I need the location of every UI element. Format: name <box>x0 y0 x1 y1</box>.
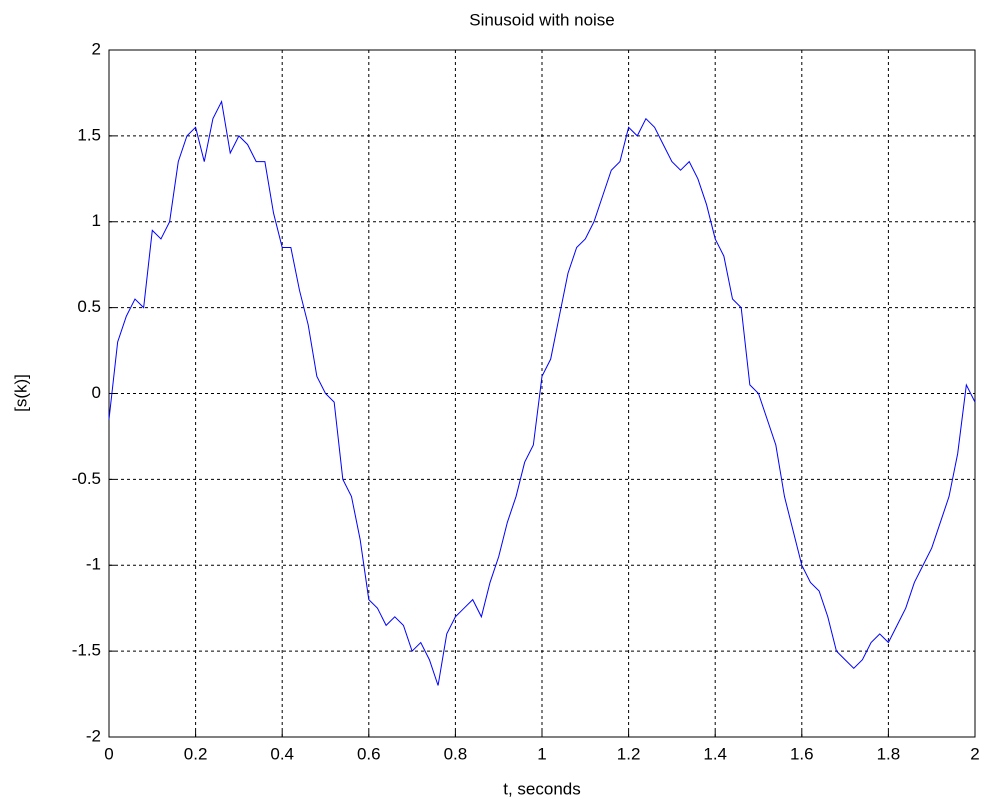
x-tick-label: 1 <box>537 744 546 763</box>
data-line <box>108 99 976 686</box>
x-axis-label: t, seconds <box>503 779 581 798</box>
x-tick-label: 1.2 <box>617 744 641 763</box>
y-axis-label: [s(k)] <box>11 374 30 412</box>
y-tick-label: 2 <box>92 39 101 58</box>
y-tick-label: -2 <box>86 726 101 745</box>
y-tick-label: 0.5 <box>77 297 101 316</box>
x-tick-label: 2 <box>970 744 979 763</box>
x-tick-label: 0 <box>104 744 113 763</box>
y-tick-label: 1.5 <box>77 125 101 144</box>
y-tick-label: 1 <box>92 211 101 230</box>
x-tick-label: 1.6 <box>790 744 814 763</box>
y-tick-label: -1 <box>86 555 101 574</box>
x-tick-label: 0.4 <box>270 744 294 763</box>
y-tick-label: -0.5 <box>72 469 101 488</box>
y-tick-label: 0 <box>92 383 101 402</box>
x-tick-label: 1.8 <box>877 744 901 763</box>
chart-title: Sinusoid with noise <box>469 10 615 29</box>
x-tick-label: 0.2 <box>184 744 208 763</box>
x-tick-label: 0.8 <box>444 744 468 763</box>
x-tick-label: 0.6 <box>357 744 381 763</box>
plot-frame <box>108 49 976 738</box>
y-tick-label: -1.5 <box>72 641 101 660</box>
x-tick-label: 1.4 <box>703 744 727 763</box>
